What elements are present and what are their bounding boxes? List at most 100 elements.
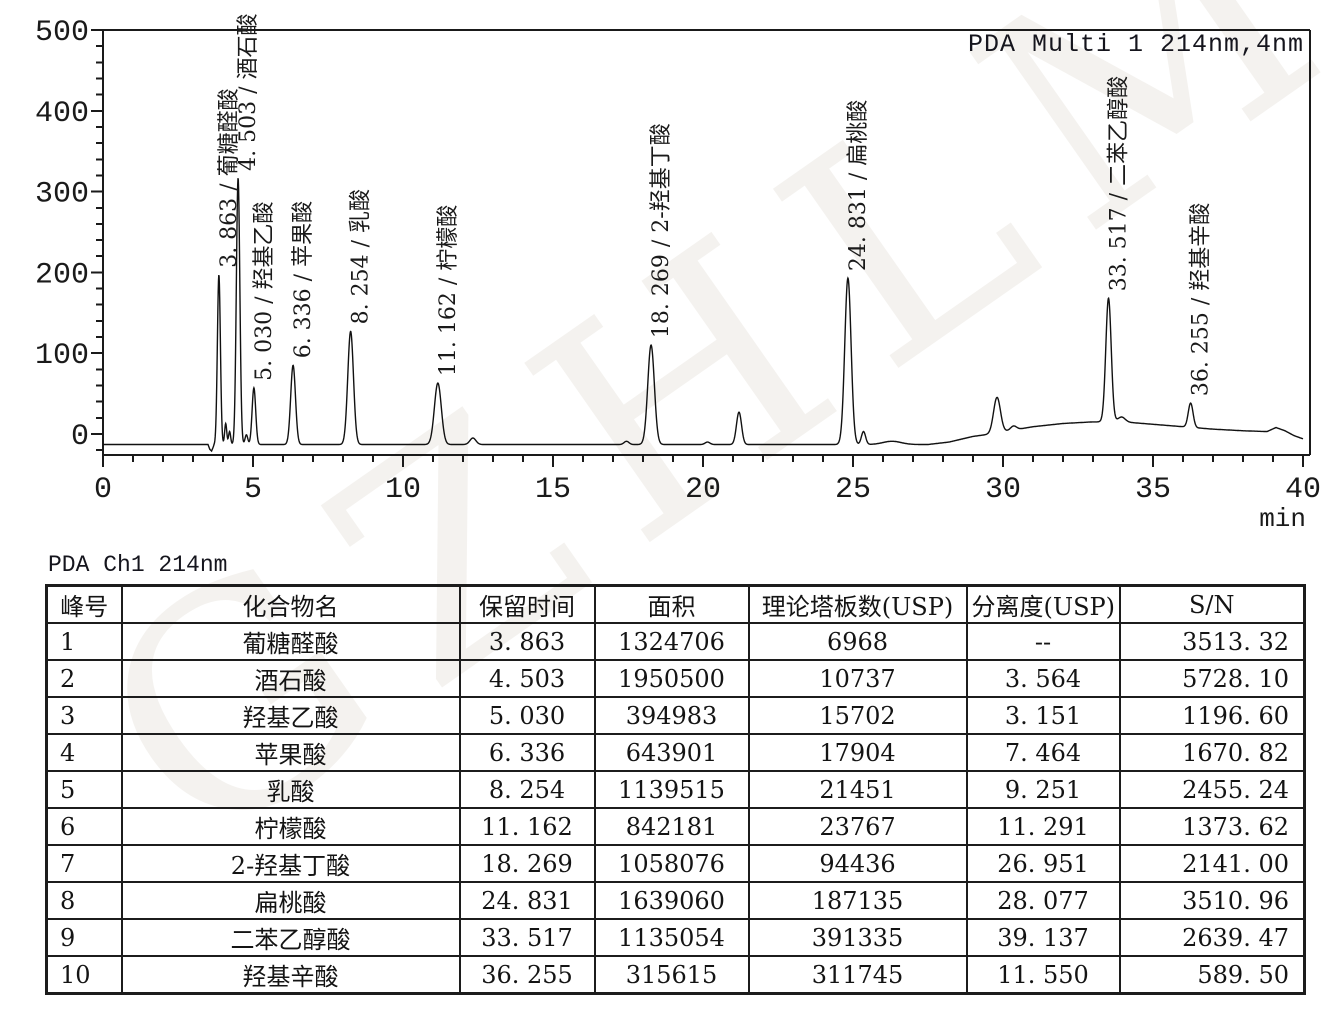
x-tick-label: 30 [985,473,1021,507]
col-header-6: S/N [1118,584,1306,624]
col-header-1: 化合物名 [120,584,461,624]
cell-r9-c0: 9 [45,918,123,957]
cell-r10-c3: 315615 [593,955,750,995]
y-tick-label: 400 [35,97,89,131]
cell-r4-c5: 7. 464 [965,733,1121,772]
y-tick-label: 300 [35,178,89,212]
cell-r7-c2: 18. 269 [458,844,596,883]
x-tick-label: 15 [535,473,571,507]
cell-r8-c1: 扁桃酸 [120,881,461,920]
peak-table-body: 1 葡糖醛酸 3. 863 1324706 6968 -- 3513. 32 2 酒石酸 4. 5… [45,622,1306,995]
cell-r3-c3: 394983 [593,696,750,735]
cell-r3-c1: 羟基乙酸 [120,696,461,735]
table-row-4: 4 苹果酸 6. 336 643901 17904 7. 464 1670. 82 [45,733,1306,772]
cell-r6-c4: 23767 [747,807,968,846]
cell-r7-c6: 2141. 00 [1118,844,1306,883]
x-tick-label: 0 [94,473,112,507]
peak-label-2: 4. 503 / 酒石酸 [236,14,261,171]
col-header-0: 峰号 [45,584,123,624]
peak-table-head: 峰号 化合物名 保留时间 面积 理论塔板数(USP) 分离度(USP) S/N [45,584,1306,624]
cell-r5-c3: 1139515 [593,770,750,809]
table-row-9: 9 二苯乙醇酸 33. 517 1135054 391335 39. 137 2639. 4… [45,918,1306,957]
peak-label-10: 36. 255 / 羟基辛酸 [1189,203,1214,396]
peak-label-8: 24. 831 / 扁桃酸 [846,100,871,271]
cell-r3-c6: 1196. 60 [1118,696,1306,735]
table-row-8: 8 扁桃酸 24. 831 1639060 187135 28. 077 3510. 96 [45,881,1306,920]
table-row-2: 2 酒石酸 4. 503 1950500 10737 3. 564 5728. 10 [45,659,1306,698]
y-tick-label: 200 [35,258,89,292]
cell-r1-c3: 1324706 [593,622,750,661]
cell-r2-c2: 4. 503 [458,659,596,698]
x-axis-unit: min [1259,504,1306,534]
cell-r8-c0: 8 [45,881,123,920]
cell-r3-c2: 5. 030 [458,696,596,735]
cell-r10-c4: 311745 [747,955,968,995]
cell-r1-c5: -- [965,622,1121,661]
cell-r10-c1: 羟基辛酸 [120,955,461,995]
detector-label: PDA Multi 1 214nm,4nm [967,30,1304,59]
table-row-7: 7 2-羟基丁酸 18. 269 1058076 94436 26. 951 2141. 0… [45,844,1306,883]
cell-r3-c4: 15702 [747,696,968,735]
cell-r1-c4: 6968 [747,622,968,661]
cell-r1-c2: 3. 863 [458,622,596,661]
cell-r9-c1: 二苯乙醇酸 [120,918,461,957]
cell-r4-c3: 643901 [593,733,750,772]
cell-r6-c3: 842181 [593,807,750,846]
cell-r4-c1: 苹果酸 [120,733,461,772]
col-header-2: 保留时间 [458,584,596,624]
cell-r8-c5: 28. 077 [965,881,1121,920]
cell-r6-c1: 柠檬酸 [120,807,461,846]
cell-r4-c4: 17904 [747,733,968,772]
cell-r2-c3: 1950500 [593,659,750,698]
cell-r3-c0: 3 [45,696,123,735]
cell-r5-c6: 2455. 24 [1118,770,1306,809]
cell-r2-c4: 10737 [747,659,968,698]
cell-r4-c2: 6. 336 [458,733,596,772]
cell-r6-c6: 1373. 62 [1118,807,1306,846]
cell-r7-c1: 2-羟基丁酸 [120,844,461,883]
cell-r6-c2: 11. 162 [458,807,596,846]
cell-r9-c5: 39. 137 [965,918,1121,957]
table-row-5: 5 乳酸 8. 254 1139515 21451 9. 251 2455. 24 [45,770,1306,809]
header-row: 峰号 化合物名 保留时间 面积 理论塔板数(USP) 分离度(USP) S/N [45,584,1306,624]
cell-r2-c1: 酒石酸 [120,659,461,698]
cell-r2-c6: 5728. 10 [1118,659,1306,698]
x-tick-label: 35 [1135,473,1171,507]
cell-r9-c3: 1135054 [593,918,750,957]
cell-r1-c1: 葡糖醛酸 [120,622,461,661]
peak-label-5: 8. 254 / 乳酸 [349,189,374,324]
y-tick-label: 100 [35,339,89,373]
cell-r2-c0: 2 [45,659,123,698]
peak-label-3: 5. 030 / 羟基乙酸 [252,202,277,381]
x-tick-label: 10 [385,473,421,507]
cell-r9-c2: 33. 517 [458,918,596,957]
cell-r2-c5: 3. 564 [965,659,1121,698]
col-header-5: 分离度(USP) [965,584,1121,624]
table-title: PDA Ch1 214nm [48,552,228,578]
cell-r9-c6: 2639. 47 [1118,918,1306,957]
cell-r7-c3: 1058076 [593,844,750,883]
cell-r5-c1: 乳酸 [120,770,461,809]
cell-r5-c4: 21451 [747,770,968,809]
peak-label-9: 33. 517 / 二苯乙醇酸 [1107,76,1132,291]
peak-label-1: 3. 863 / 葡糖醛酸 [217,88,242,267]
cell-r5-c5: 9. 251 [965,770,1121,809]
cell-r1-c6: 3513. 32 [1118,622,1306,661]
cell-r8-c3: 1639060 [593,881,750,920]
cell-r7-c5: 26. 951 [965,844,1121,883]
cell-r10-c2: 36. 255 [458,955,596,995]
peak-label-7: 18. 269 / 2-羟基丁酸 [649,123,674,338]
table-row-1: 1 葡糖醛酸 3. 863 1324706 6968 -- 3513. 32 [45,622,1306,661]
cell-r8-c4: 187135 [747,881,968,920]
cell-r6-c0: 6 [45,807,123,846]
table-row-6: 6 柠檬酸 11. 162 842181 23767 11. 291 1373. 62 [45,807,1306,846]
chromatogram-trace [103,178,1304,453]
table-row-10: 10 羟基辛酸 36. 255 315615 311745 11. 550 589. 50 [45,955,1306,995]
x-tick-label: 20 [685,473,721,507]
cell-r8-c6: 3510. 96 [1118,881,1306,920]
cell-r5-c2: 8. 254 [458,770,596,809]
cell-r5-c0: 5 [45,770,123,809]
cell-r9-c4: 391335 [747,918,968,957]
